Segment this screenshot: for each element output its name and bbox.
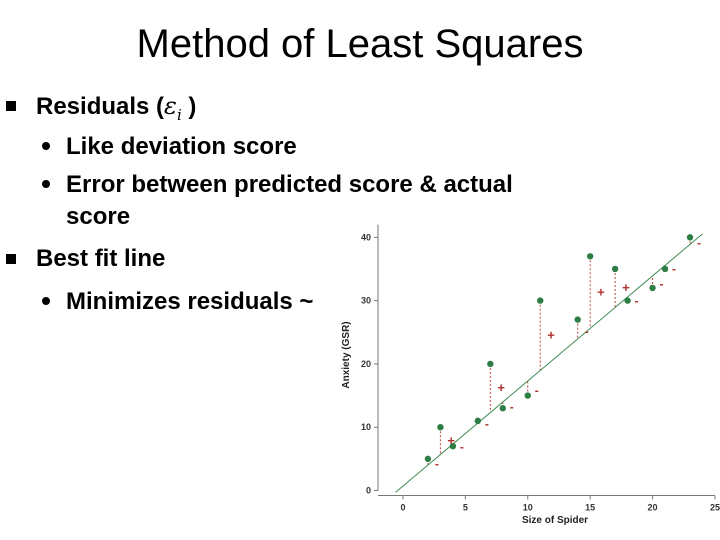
y-axis-title: Anxiety (GSR) (341, 321, 352, 388)
y-tick-label: 20 (361, 359, 371, 369)
slide-title: Method of Least Squares (136, 22, 584, 66)
bullet-residuals: Residuals (εi ) (36, 91, 196, 130)
data-point (537, 297, 544, 304)
residual-sign-label: - (672, 262, 676, 276)
x-tick-label: 25 (710, 503, 720, 513)
bullet-minimizes: Minimizes residuals ~ (66, 288, 314, 315)
data-point (499, 405, 506, 412)
x-tick-label: 0 (400, 503, 405, 513)
data-point (686, 234, 694, 241)
round-bullet-icon (42, 180, 50, 188)
residual-sign-label: - (697, 236, 701, 250)
square-bullet-icon (6, 101, 16, 111)
residual-sign-label: - (510, 400, 514, 414)
data-point (574, 316, 581, 323)
data-point (437, 424, 444, 431)
data-point (474, 417, 482, 425)
bullet-residuals-text: Residuals ( (36, 93, 165, 120)
data-point (449, 442, 457, 450)
bullet-error-line1: Error between predicted score & actual (66, 171, 513, 198)
x-tick-label: 15 (585, 503, 595, 513)
residual-sign-label: + (497, 380, 505, 395)
epsilon-symbol: ε (164, 92, 177, 120)
bullet-error-line2: score (66, 203, 131, 230)
x-tick-label: 5 (463, 503, 468, 513)
residual-sign-label: - (460, 440, 464, 454)
bullet-best-fit: Best fit line (36, 245, 166, 272)
bullet-residuals-close: ) (181, 93, 197, 120)
bullet-deviation-score: Like deviation score (66, 133, 297, 160)
y-tick-label: 10 (361, 422, 371, 432)
residual-sign-label: - (660, 277, 664, 291)
residual-sign-label: - (635, 294, 639, 308)
epsilon-subscript: i (176, 105, 182, 124)
best-fit-line (395, 233, 703, 493)
residual-sign-label: + (547, 328, 555, 343)
residual-sign-label: - (535, 383, 539, 397)
residual-sign-label: - (435, 457, 439, 471)
y-tick-label: 40 (361, 232, 371, 242)
residual-sign-label: + (622, 280, 630, 295)
residual-sign-label: - (585, 324, 589, 338)
data-point (611, 265, 619, 273)
data-point (624, 297, 631, 304)
data-point (487, 360, 494, 368)
residual-sign-label: + (597, 284, 605, 299)
round-bullet-icon (42, 142, 50, 150)
data-point (586, 253, 594, 260)
y-tick-label: 30 (361, 296, 371, 306)
data-point (649, 284, 656, 292)
x-axis-title: Size of Spider (522, 515, 588, 526)
y-tick-label: 0 (366, 486, 371, 496)
data-point (424, 455, 432, 463)
data-point (661, 265, 669, 273)
square-bullet-icon (6, 254, 16, 264)
x-tick-label: 10 (523, 503, 533, 513)
data-point (524, 392, 531, 399)
x-tick-label: 20 (648, 503, 658, 513)
residual-sign-label: - (485, 417, 489, 431)
round-bullet-icon (42, 297, 50, 305)
residual-sign-label: + (447, 433, 455, 448)
